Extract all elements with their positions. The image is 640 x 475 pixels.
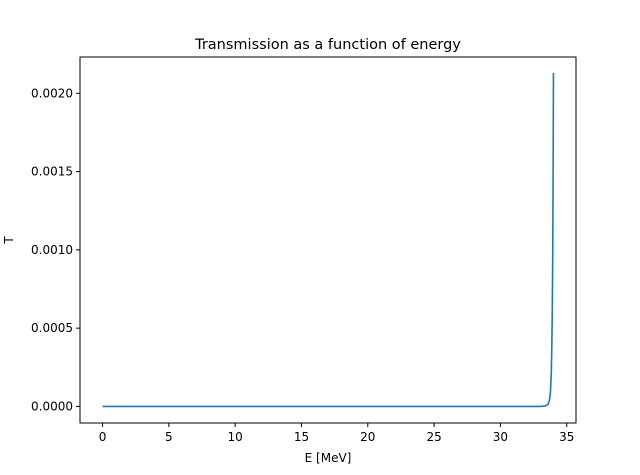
chart-title: Transmission as a function of energy [194, 37, 461, 53]
y-tick-label: 0.0010 [31, 243, 73, 257]
x-tick-label: 25 [426, 430, 441, 444]
y-tick-label: 0.0020 [31, 86, 73, 100]
plot-frame [79, 56, 577, 424]
x-tick-label: 35 [559, 430, 574, 444]
x-axis: 0 5 10 15 20 25 30 35 [99, 423, 574, 444]
x-tick-label: 20 [360, 430, 375, 444]
series-group [102, 72, 555, 408]
y-axis-label: T [2, 236, 16, 245]
y-tick-label: 0.0015 [31, 165, 73, 179]
y-axis: 0.0000 0.0005 0.0010 0.0015 0.0020 [31, 86, 80, 413]
x-tick-label: 10 [228, 430, 243, 444]
x-tick-label: 0 [99, 430, 107, 444]
y-tick-label: 0.0000 [31, 399, 73, 413]
x-axis-label: E [MeV] [305, 451, 352, 465]
plot-area [79, 56, 577, 424]
x-tick-label: 15 [294, 430, 309, 444]
x-tick-label: 5 [165, 430, 173, 444]
series-line [102, 72, 555, 408]
y-tick-label: 0.0005 [31, 321, 73, 335]
x-tick-label: 30 [493, 430, 508, 444]
